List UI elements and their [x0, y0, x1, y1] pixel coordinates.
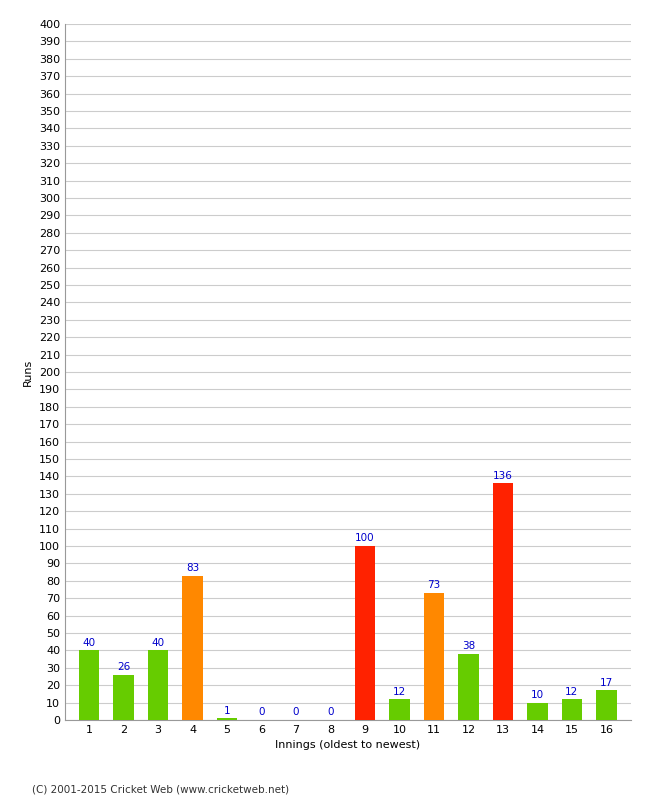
Bar: [355, 546, 375, 720]
Text: 73: 73: [427, 580, 441, 590]
Y-axis label: Runs: Runs: [23, 358, 33, 386]
Bar: [596, 690, 617, 720]
Text: 100: 100: [355, 534, 375, 543]
Bar: [79, 650, 99, 720]
Text: 12: 12: [566, 686, 578, 697]
Bar: [424, 593, 445, 720]
Text: 40: 40: [151, 638, 164, 648]
Text: 10: 10: [531, 690, 544, 700]
Bar: [216, 718, 237, 720]
Text: 17: 17: [600, 678, 613, 688]
Text: 1: 1: [224, 706, 230, 716]
Text: 0: 0: [292, 707, 299, 718]
Bar: [527, 702, 548, 720]
Text: 40: 40: [83, 638, 96, 648]
Bar: [458, 654, 479, 720]
Bar: [493, 483, 514, 720]
Text: 136: 136: [493, 470, 513, 481]
Bar: [182, 575, 203, 720]
Text: 0: 0: [258, 707, 265, 718]
Bar: [113, 674, 134, 720]
Bar: [389, 699, 410, 720]
Text: 83: 83: [186, 563, 199, 573]
Text: (C) 2001-2015 Cricket Web (www.cricketweb.net): (C) 2001-2015 Cricket Web (www.cricketwe…: [32, 784, 290, 794]
X-axis label: Innings (oldest to newest): Innings (oldest to newest): [275, 741, 421, 750]
Text: 12: 12: [393, 686, 406, 697]
Bar: [562, 699, 582, 720]
Text: 0: 0: [327, 707, 333, 718]
Text: 26: 26: [117, 662, 130, 672]
Bar: [148, 650, 168, 720]
Text: 38: 38: [462, 642, 475, 651]
